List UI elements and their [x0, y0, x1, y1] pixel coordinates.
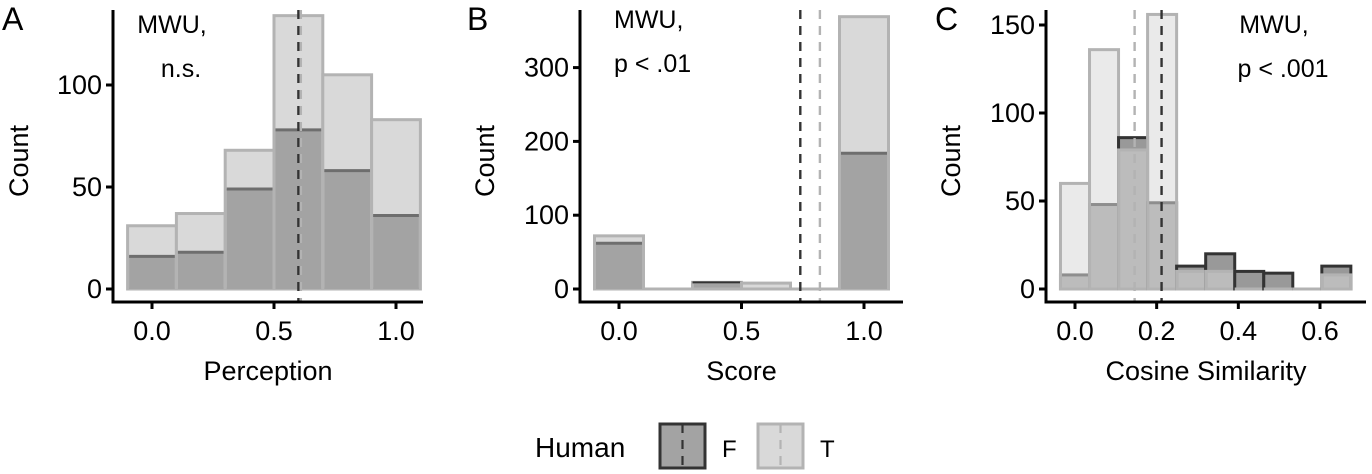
x-tick-label: 1.0 — [377, 316, 415, 346]
panel-letter: A — [2, 1, 24, 37]
panel-letter: C — [935, 1, 958, 37]
y-tick-label: 200 — [524, 126, 569, 156]
x-tick-label: 0.2 — [1138, 316, 1176, 346]
y-tick-label: 300 — [524, 53, 569, 83]
y-tick-label: 150 — [990, 10, 1035, 40]
y-tick-label: 100 — [990, 98, 1035, 128]
axes: 0 50 100 150 0.0 0.2 0.4 0.6 Cosine Similarity Co… — [936, 10, 1366, 386]
bar-T — [740, 281, 792, 291]
x-axis-title: Perception — [203, 356, 332, 386]
bar-F — [1233, 269, 1266, 291]
panel-B: 0 100 200 300 0.0 0.5 1.0 Score Count B MWU, p < .0… — [467, 1, 903, 386]
y-tick-label: 0 — [87, 274, 102, 304]
axes: 0 100 200 300 0.0 0.5 1.0 Score Count — [470, 10, 903, 386]
y-tick-label: 100 — [524, 200, 569, 230]
y-tick-label: 50 — [1005, 186, 1035, 216]
bar-T — [1320, 273, 1353, 291]
stat-annotation: n.s. — [161, 55, 201, 83]
x-tick-label: 0.4 — [1220, 316, 1258, 346]
stat-annotation: p < .01 — [614, 50, 691, 78]
bar-F — [226, 189, 273, 289]
x-tick-label: 1.0 — [845, 316, 883, 346]
x-tick-label: 0.5 — [723, 316, 761, 346]
stat-annotation: MWU, — [137, 11, 206, 39]
axes: 0 50 100 0.0 0.5 1.0 Perception Count — [4, 10, 423, 386]
y-tick-label: 0 — [1020, 274, 1035, 304]
bar-F — [373, 215, 419, 289]
stat-annotation: p < .001 — [1237, 55, 1328, 83]
mean-lines — [297, 10, 303, 302]
panel-C: 0 50 100 150 0.0 0.2 0.4 0.6 Cosine Similarity Co… — [935, 1, 1366, 386]
legend-label-T: T — [820, 436, 835, 463]
legend-key-T: T — [756, 422, 835, 470]
mean-lines — [799, 10, 822, 302]
bar-T — [1204, 269, 1237, 291]
histogram-bars — [593, 15, 890, 291]
x-axis-title: Cosine Similarity — [1105, 356, 1307, 386]
bar-F — [129, 256, 175, 289]
bar-F — [1262, 271, 1295, 291]
bar-F — [596, 243, 642, 289]
y-tick-label: 100 — [57, 70, 102, 100]
y-tick-label: 50 — [72, 172, 102, 202]
bar-F — [324, 170, 371, 289]
x-tick-label: 0.0 — [1056, 316, 1094, 346]
x-tick-label: 0.0 — [133, 316, 171, 346]
y-axis-title: Count — [936, 124, 966, 197]
y-tick-label: 0 — [554, 274, 569, 304]
bar-T — [1058, 181, 1092, 291]
panel-letter: B — [467, 1, 488, 37]
y-axis-title: Count — [470, 124, 500, 197]
legend: Human F T — [535, 422, 835, 470]
legend-title: Human — [535, 432, 625, 463]
legend-label-F: F — [722, 436, 737, 463]
bar-T — [1175, 269, 1208, 291]
legend-key-F: F — [658, 422, 737, 470]
bar-F — [841, 153, 887, 289]
x-tick-label: 0.0 — [600, 316, 638, 346]
bar-T — [1146, 12, 1179, 291]
y-axis-title: Count — [4, 124, 34, 197]
mean-lines — [1133, 10, 1163, 302]
stat-annotation: MWU, — [614, 6, 683, 34]
bar-T — [1088, 48, 1121, 291]
bar-T — [1117, 148, 1150, 291]
bar-F — [177, 252, 224, 289]
panel-A: 0 50 100 0.0 0.5 1.0 Perception Count A MWU, n.s. — [2, 1, 423, 386]
x-axis-title: Score — [706, 356, 777, 386]
stat-annotation: MWU, — [1239, 11, 1308, 39]
histogram-bars — [1058, 12, 1353, 291]
x-tick-label: 0.5 — [255, 316, 293, 346]
x-tick-label: 0.6 — [1301, 316, 1339, 346]
